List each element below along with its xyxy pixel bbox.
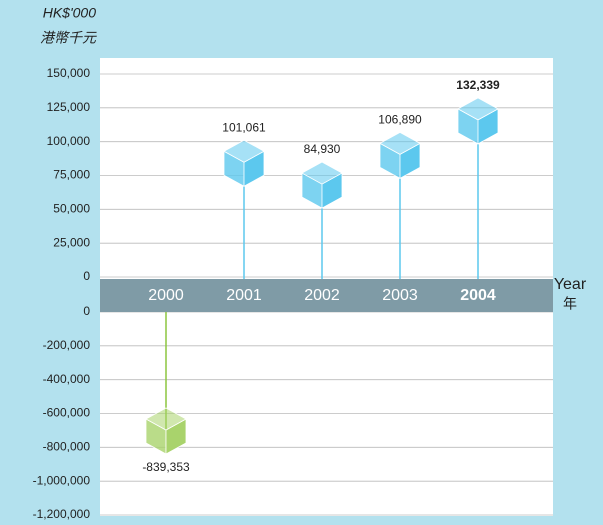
value-label: 101,061 [222,120,266,134]
y-tick-label: 150,000 [47,66,91,80]
value-label: 132,339 [456,78,500,92]
y-axis-label: HK$'000 [43,5,96,21]
y-tick-label: 75,000 [53,168,90,182]
x-axis-label: Year [554,276,587,293]
axis-band [100,279,553,312]
cube-top [379,131,421,155]
y-tick-label: -200,000 [43,338,91,352]
cube-top [457,97,499,121]
cube-top [223,139,265,163]
lollipop [301,161,343,279]
y-tick-label: -1,200,000 [33,507,91,521]
y-tick-label: 0 [83,304,90,318]
y-tick-label: 125,000 [47,100,91,114]
x-tick-label: 2003 [382,287,418,304]
y-tick-label: 50,000 [53,202,90,216]
x-tick-label: 2004 [460,287,496,304]
y-axis-label-zh: 港幣千元 [40,30,97,46]
y-tick-label: -400,000 [43,372,91,386]
x-axis-label-zh: 年 [563,296,577,312]
y-tick-label: 25,000 [53,235,90,249]
lollipop [379,131,421,279]
y-tick-label: -1,000,000 [33,473,91,487]
lollipop [223,139,265,279]
x-tick-label: 2000 [148,287,184,304]
value-label: -839,353 [142,460,190,474]
cube-top [145,407,187,431]
lollipop [145,312,187,455]
cube-top [301,161,343,185]
lollipop [457,97,499,279]
y-tick-label: 0 [83,269,90,283]
y-tick-label: 100,000 [47,134,91,148]
y-tick-label: -800,000 [43,440,91,454]
value-label: 84,930 [304,142,341,156]
x-tick-label: 2002 [304,287,340,304]
value-label: 106,890 [378,113,422,127]
x-tick-label: 2001 [226,287,262,304]
y-tick-label: -600,000 [43,406,91,420]
